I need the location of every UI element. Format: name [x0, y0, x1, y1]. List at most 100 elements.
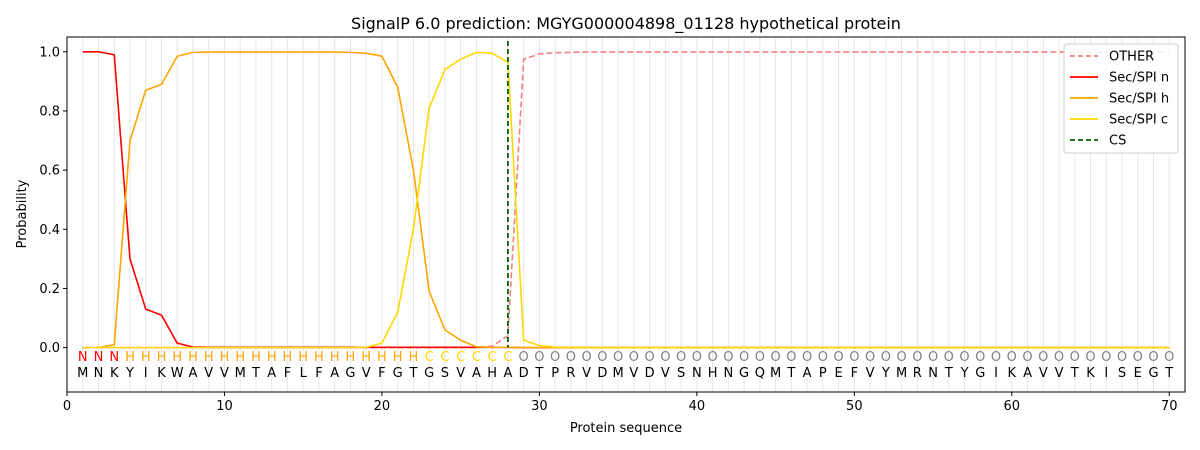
residue-label: H	[708, 366, 718, 381]
residue-label: N	[928, 366, 938, 381]
residue-label: S	[441, 366, 449, 381]
residue-label: T	[786, 366, 795, 381]
region-label: O	[739, 350, 749, 365]
region-label: O	[818, 350, 828, 365]
residue-label: M	[770, 366, 781, 381]
residue-label: G	[739, 366, 749, 381]
residue-label: K	[1008, 366, 1017, 381]
residue-label: Y	[125, 366, 134, 381]
residue-label: M	[613, 366, 624, 381]
residue-label: M	[235, 366, 246, 381]
residue-label: V	[582, 366, 591, 381]
residue-label: V	[629, 366, 638, 381]
residue-label: V	[661, 366, 670, 381]
region-label: H	[298, 350, 308, 365]
chart-title: SignalP 6.0 prediction: MGYG000004898_01…	[351, 14, 901, 34]
region-label: O	[1054, 350, 1064, 365]
residue-label: V	[362, 366, 371, 381]
residue-label: I	[1104, 366, 1108, 381]
region-label: O	[566, 350, 576, 365]
region-label: H	[409, 350, 419, 365]
residue-label: A	[1023, 366, 1032, 381]
x-tick-label: 60	[1004, 399, 1021, 414]
region-label: O	[755, 350, 765, 365]
residue-label: V	[1039, 366, 1048, 381]
y-tick-label: 0.6	[39, 164, 60, 179]
region-label: O	[519, 350, 529, 365]
region-label: O	[1007, 350, 1017, 365]
residue-label: M	[896, 366, 907, 381]
region-label: O	[660, 350, 670, 365]
residue-label: G	[1148, 366, 1158, 381]
region-label: O	[849, 350, 859, 365]
region-label: H	[393, 350, 403, 365]
region-label: O	[629, 350, 639, 365]
residue-label: P	[819, 366, 827, 381]
region-label: O	[1148, 350, 1158, 365]
residue-label: A	[472, 366, 481, 381]
grid-lines	[82, 37, 1170, 392]
residue-label: I	[144, 366, 148, 381]
region-label: H	[377, 350, 387, 365]
residue-label: A	[330, 366, 339, 381]
residue-label: T	[251, 366, 260, 381]
region-label: O	[881, 350, 891, 365]
residue-label: H	[487, 366, 497, 381]
residue-label: I	[994, 366, 998, 381]
y-tick-label: 0.4	[39, 223, 60, 238]
residue-label: N	[723, 366, 733, 381]
region-label: O	[707, 350, 717, 365]
residue-label: Y	[960, 366, 969, 381]
y-tick-label: 0.0	[39, 341, 60, 356]
residue-label: V	[866, 366, 875, 381]
residue-label: D	[519, 366, 529, 381]
region-label: H	[235, 350, 245, 365]
region-label: C	[503, 350, 512, 365]
residue-label: R	[566, 366, 575, 381]
region-label: N	[94, 350, 104, 365]
region-label: C	[488, 350, 497, 365]
region-label: C	[456, 350, 465, 365]
region-label: O	[723, 350, 733, 365]
region-label: O	[912, 350, 922, 365]
region-label: O	[550, 350, 560, 365]
y-tick-label: 0.8	[39, 104, 60, 119]
x-tick-label: 40	[689, 399, 706, 414]
region-label: C	[472, 350, 481, 365]
x-tick-label: 70	[1161, 399, 1178, 414]
region-label: O	[928, 350, 938, 365]
residue-label: S	[677, 366, 685, 381]
region-label: O	[770, 350, 780, 365]
region-label: O	[1070, 350, 1080, 365]
residue-label: N	[692, 366, 702, 381]
residue-label: Y	[881, 366, 890, 381]
residue-label: V	[220, 366, 229, 381]
residue-label: F	[315, 366, 322, 381]
region-label: N	[78, 350, 88, 365]
residue-label: Q	[755, 366, 765, 381]
region-label: O	[833, 350, 843, 365]
region-label: H	[346, 350, 356, 365]
region-label: O	[1085, 350, 1095, 365]
residue-label: M	[77, 366, 88, 381]
region-label: H	[314, 350, 324, 365]
region-label: O	[676, 350, 686, 365]
x-tick-label: 0	[63, 399, 71, 414]
legend-entry-label: Sec/SPI c	[1109, 113, 1168, 128]
region-label: H	[141, 350, 151, 365]
legend-entry-label: OTHER	[1109, 50, 1154, 65]
x-axis-label: Protein sequence	[570, 421, 682, 436]
region-label: H	[330, 350, 340, 365]
legend-entry-label: CS	[1109, 134, 1126, 149]
series-line-3	[82, 51, 1170, 349]
x-tick-label: 20	[374, 399, 391, 414]
region-label: H	[157, 350, 167, 365]
residue-label: T	[534, 366, 543, 381]
region-label: C	[425, 350, 434, 365]
y-tick-label: 1.0	[39, 45, 60, 60]
legend: OTHER Sec/SPI n Sec/SPI h Sec/SPI c CS	[1063, 43, 1179, 154]
residue-label: G	[975, 366, 985, 381]
residue-label: K	[110, 366, 119, 381]
residue-label: T	[944, 366, 953, 381]
region-label: H	[283, 350, 293, 365]
